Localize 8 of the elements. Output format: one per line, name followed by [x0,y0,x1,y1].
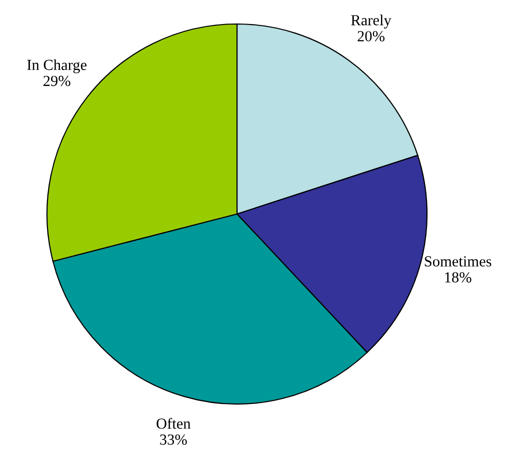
data-label: 33% [160,434,187,445]
slice-label: Sometimes [424,256,492,267]
data-label: 18% [445,272,472,283]
slice-label: Rarely [351,14,392,29]
data-label: 29% [44,76,70,86]
slice-label: In Charge [27,59,87,74]
data-label: 20% [358,31,384,42]
slice-label: Often [156,418,191,429]
